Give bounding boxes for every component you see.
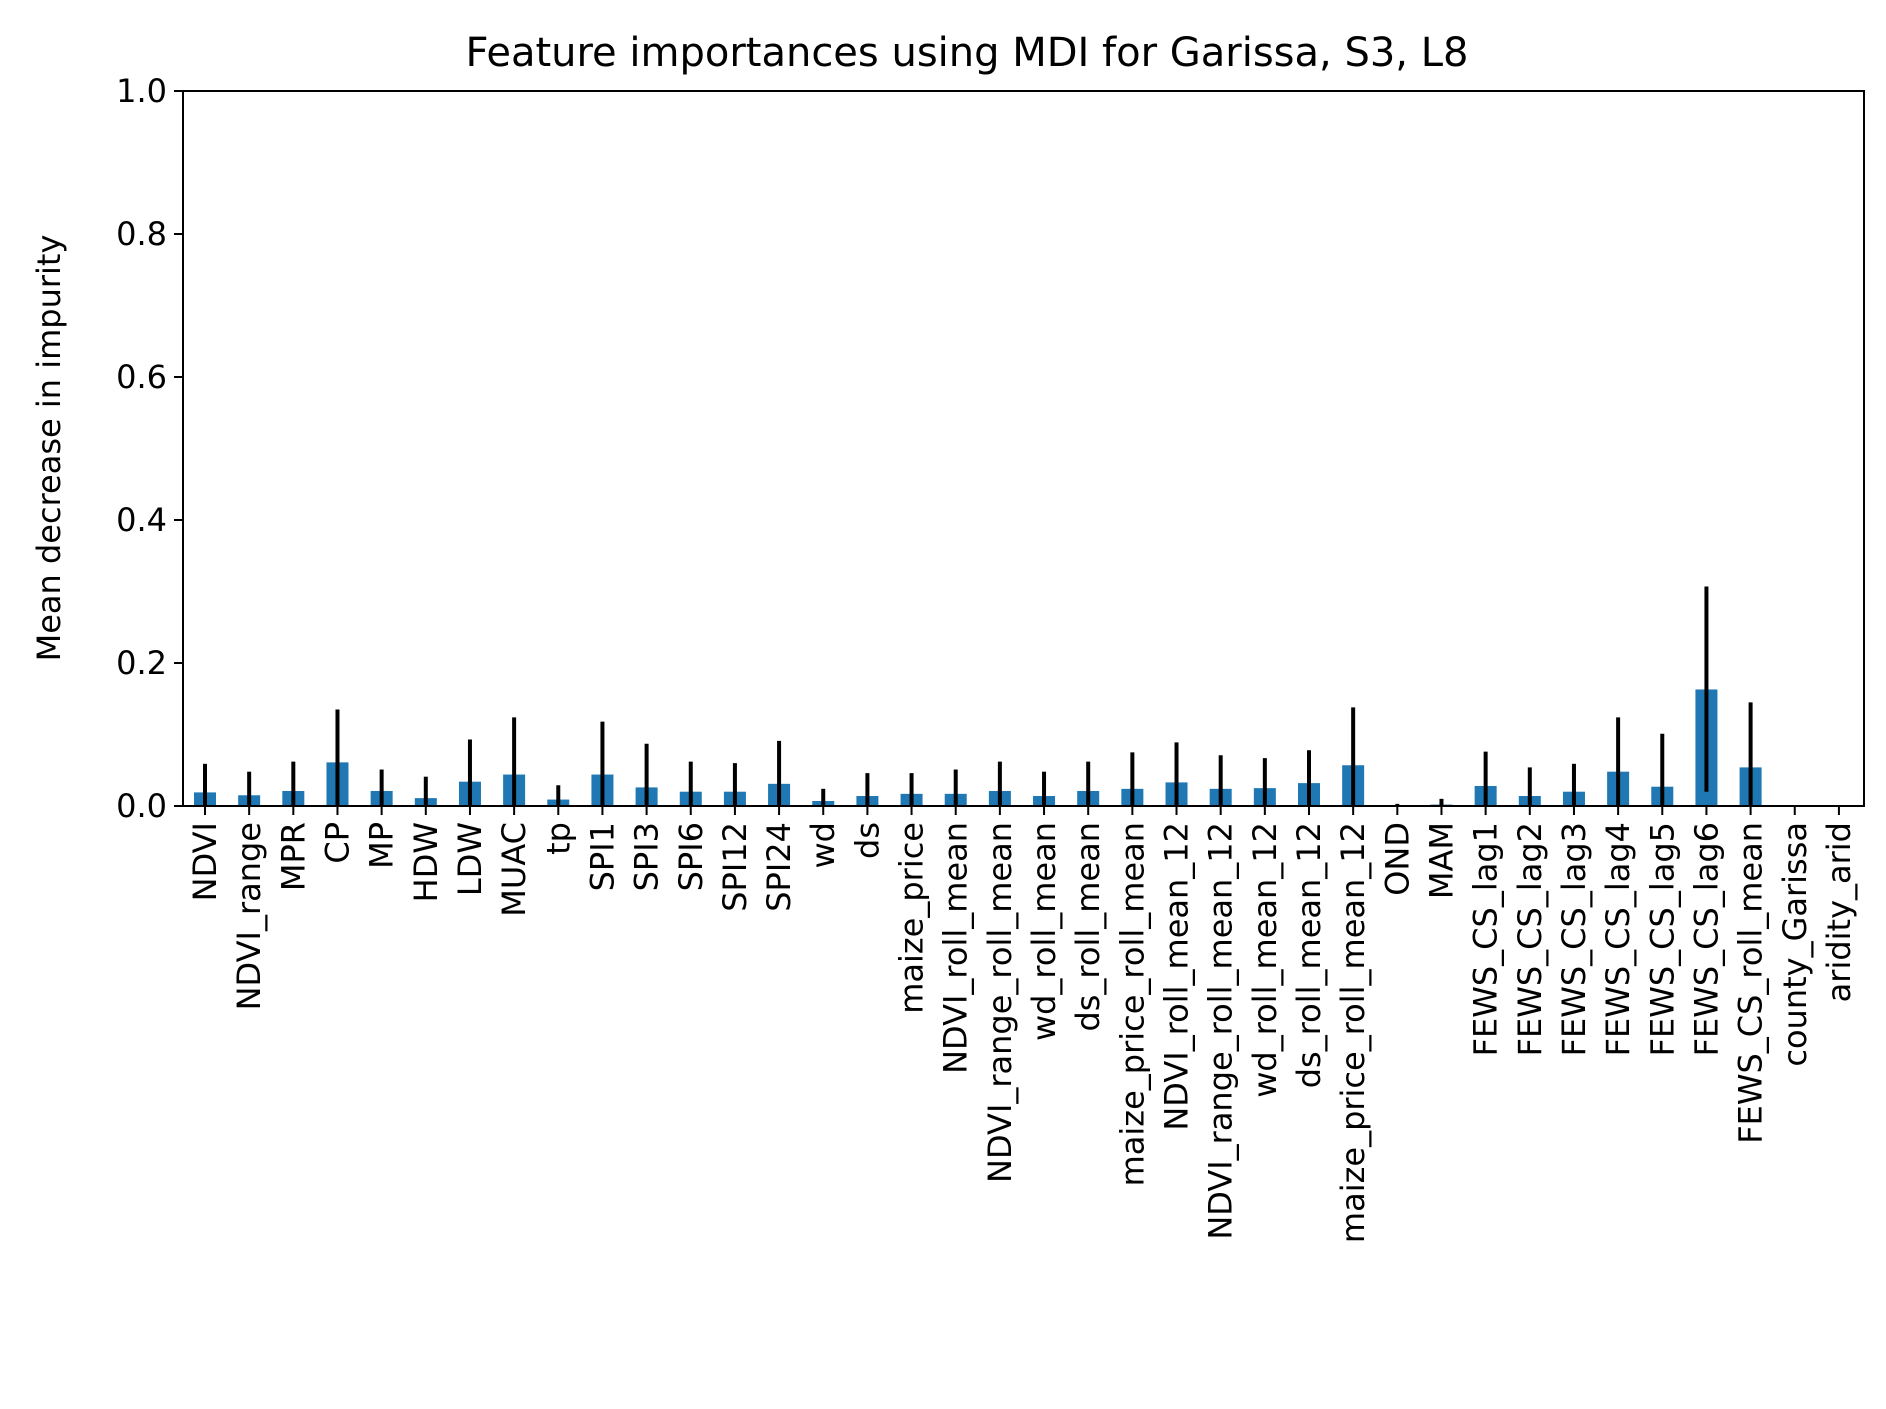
x-tick-label: FEWS_CS_lag1 — [1467, 822, 1505, 1056]
plot-frame — [182, 90, 1865, 807]
x-tick-label: tp — [539, 822, 577, 855]
y-tick-label: 0.8 — [116, 215, 167, 253]
y-tick-label: 1.0 — [116, 72, 167, 110]
x-tick-label: ds_roll_mean — [1069, 822, 1107, 1032]
x-tick-label: SPI24 — [760, 822, 798, 912]
x-tick-label: SPI3 — [628, 822, 666, 891]
y-tick-label: 0.2 — [116, 644, 167, 682]
x-tick-label: county_Garissa — [1776, 822, 1814, 1067]
plot-area: 0.0 0.2 0.4 0.6 0.8 1.0 NDVI NDVI_range MPR CP MP H… — [116, 72, 1865, 1243]
x-tick-label: FEWS_CS_lag2 — [1511, 822, 1549, 1056]
x-tick-label: SPI12 — [716, 822, 754, 912]
x-tick-label: NDVI_range_roll_mean_12 — [1202, 822, 1240, 1240]
x-tick-label: FEWS_CS_lag5 — [1643, 822, 1681, 1056]
chart-title: Feature importances using MDI for Gariss… — [466, 30, 1469, 76]
x-tick-label: maize_price_roll_mean_12 — [1334, 822, 1372, 1243]
x-tick-label: FEWS_CS_lag4 — [1599, 822, 1637, 1056]
x-tick-label: FEWS_CS_lag3 — [1555, 822, 1593, 1056]
y-tick-label: 0.4 — [116, 501, 167, 539]
x-tick-label: wd_roll_mean_12 — [1246, 822, 1284, 1098]
y-axis-label: Mean decrease in impurity — [30, 235, 68, 662]
x-tick-label: OND — [1378, 822, 1416, 896]
y-tick-label: 0.6 — [116, 358, 167, 396]
x-tick-label: ds — [848, 822, 886, 859]
x-tick-label: NDVI_roll_mean_12 — [1158, 822, 1196, 1131]
x-tick-label: SPI1 — [583, 822, 621, 891]
x-tick-label: CP — [318, 822, 356, 864]
x-tick-label: MAM — [1422, 822, 1460, 899]
x-tick-label: LDW — [451, 822, 489, 896]
y-tick-label: 0.0 — [116, 787, 167, 825]
x-tick-label: HDW — [407, 822, 445, 902]
x-tick-label: MUAC — [495, 822, 533, 917]
x-tick-label: NDVI — [186, 822, 224, 901]
x-tick-label: SPI6 — [672, 822, 710, 891]
x-tick-label: NDVI_range_roll_mean — [981, 822, 1019, 1183]
x-tick-label: FEWS_CS_roll_mean — [1732, 822, 1770, 1144]
x-tick-label: wd — [804, 822, 842, 868]
x-tick-label: NDVI_roll_mean — [937, 822, 975, 1074]
x-tick-label: MPR — [274, 822, 312, 891]
x-tick-label: NDVI_range — [230, 822, 268, 1010]
x-tick-label: FEWS_CS_lag6 — [1687, 822, 1725, 1056]
x-tick-label: aridity_arid — [1820, 822, 1858, 1002]
x-tick-label: wd_roll_mean — [1025, 822, 1063, 1041]
x-tick-label: ds_roll_mean_12 — [1290, 822, 1328, 1088]
x-tick-label: maize_price — [893, 822, 931, 1014]
x-tick-label: MP — [363, 822, 401, 869]
x-tick-label: maize_price_roll_mean — [1113, 822, 1151, 1186]
